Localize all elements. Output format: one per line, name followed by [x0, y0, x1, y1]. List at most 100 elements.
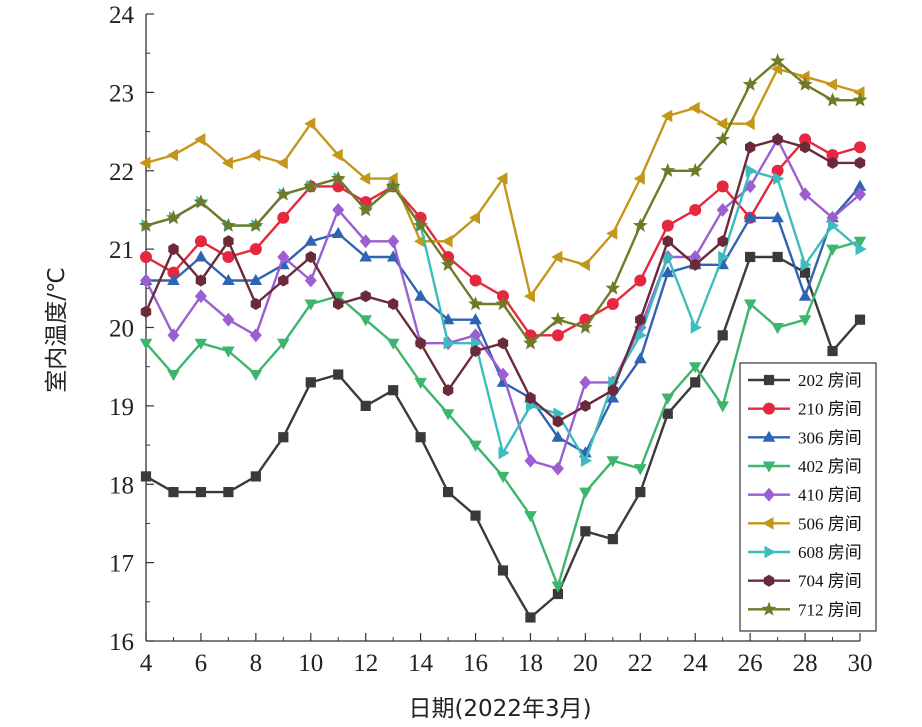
- data-point-410: [497, 367, 509, 382]
- data-point-712: [660, 162, 676, 178]
- data-point-506: [139, 156, 151, 170]
- x-tick-label: 16: [463, 650, 488, 677]
- data-point-704: [278, 274, 289, 287]
- data-point-506: [633, 172, 645, 185]
- data-point-202: [442, 486, 454, 498]
- data-point-712: [221, 217, 236, 232]
- data-point-410: [689, 250, 702, 264]
- x-tick-label: 8: [250, 650, 263, 677]
- data-point-210: [716, 180, 729, 193]
- data-point-704: [333, 298, 344, 310]
- data-point-704: [552, 415, 564, 428]
- data-point-402: [743, 299, 757, 311]
- data-point-210: [826, 149, 839, 162]
- data-point-202: [717, 330, 728, 341]
- data-point-506: [798, 70, 810, 83]
- data-point-402: [441, 409, 455, 421]
- data-point-608: [800, 258, 812, 272]
- series-402: [139, 236, 867, 593]
- data-point-202: [360, 400, 371, 411]
- data-point-402: [167, 370, 180, 382]
- data-point-608: [828, 219, 840, 232]
- data-point-712: [193, 194, 209, 209]
- data-point-202: [690, 377, 701, 388]
- x-tick-label: 4: [140, 650, 153, 677]
- legend-marker-402: [762, 461, 776, 473]
- data-point-402: [359, 315, 372, 327]
- data-point-306: [414, 289, 427, 301]
- data-point-608: [745, 164, 757, 178]
- data-point-410: [249, 328, 262, 343]
- data-point-402: [304, 299, 318, 311]
- data-point-712: [523, 335, 538, 350]
- series-704: [140, 133, 866, 428]
- data-point-202: [333, 369, 344, 380]
- data-point-402: [579, 487, 592, 499]
- data-point-210: [469, 274, 482, 287]
- data-point-712: [605, 280, 621, 295]
- legend-marker-202: [763, 374, 775, 386]
- data-point-704: [772, 133, 783, 146]
- data-point-712: [303, 178, 319, 193]
- data-point-410: [854, 187, 866, 202]
- data-point-506: [386, 172, 398, 185]
- x-tick-label: 24: [683, 650, 709, 677]
- data-point-306: [606, 391, 620, 403]
- data-point-506: [771, 62, 783, 76]
- legend-marker-712: [761, 601, 777, 616]
- data-point-210: [689, 203, 702, 216]
- data-point-306: [386, 250, 400, 262]
- data-point-410: [551, 461, 564, 476]
- data-point-608: [663, 250, 675, 264]
- data-point-402: [524, 511, 537, 523]
- data-point-608: [718, 250, 730, 264]
- x-tick-label: 22: [628, 650, 653, 677]
- y-tick-label: 23: [109, 80, 134, 107]
- data-point-704: [360, 290, 371, 303]
- data-point-712: [825, 92, 840, 107]
- y-tick-label: 21: [109, 237, 134, 264]
- data-point-210: [194, 235, 207, 248]
- series-712: [138, 53, 868, 350]
- y-tick-label: 22: [109, 159, 134, 186]
- data-point-402: [853, 236, 867, 248]
- data-point-608: [443, 336, 455, 350]
- legend-marker-410: [763, 487, 775, 502]
- data-point-402: [688, 362, 702, 374]
- data-point-608: [635, 329, 647, 342]
- data-point-506: [716, 117, 728, 130]
- data-point-704: [388, 298, 399, 310]
- data-point-202: [415, 432, 426, 443]
- data-point-202: [470, 510, 481, 521]
- legend-marker-608: [764, 545, 776, 559]
- x-tick-label: 26: [738, 650, 763, 677]
- data-point-210: [661, 219, 674, 232]
- data-point-202: [195, 486, 207, 498]
- data-point-202: [662, 408, 673, 419]
- data-point-202: [223, 486, 234, 498]
- data-point-210: [222, 250, 235, 263]
- data-point-506: [661, 109, 673, 123]
- data-point-712: [330, 170, 346, 185]
- data-point-506: [551, 250, 563, 264]
- x-tick-label: 18: [518, 650, 543, 677]
- legend: 202 房间 210 房间 306 房间 402 房间 410 房间 506 房间 608 …: [739, 362, 877, 632]
- y-tick-label: 24: [109, 2, 135, 29]
- data-point-402: [222, 346, 235, 358]
- data-point-506: [166, 148, 178, 162]
- data-point-506: [468, 211, 480, 225]
- data-point-410: [579, 375, 592, 390]
- data-point-712: [248, 217, 264, 232]
- data-point-202: [305, 377, 316, 388]
- data-point-712: [413, 217, 428, 232]
- data-point-712: [578, 319, 593, 334]
- data-point-608: [690, 321, 702, 334]
- x-tick-label: 6: [195, 650, 208, 677]
- data-point-712: [770, 53, 785, 68]
- data-point-306: [441, 313, 455, 325]
- data-point-210: [167, 266, 180, 279]
- data-point-704: [168, 243, 179, 256]
- data-point-704: [223, 235, 234, 248]
- data-point-506: [331, 148, 343, 162]
- data-point-704: [415, 337, 426, 350]
